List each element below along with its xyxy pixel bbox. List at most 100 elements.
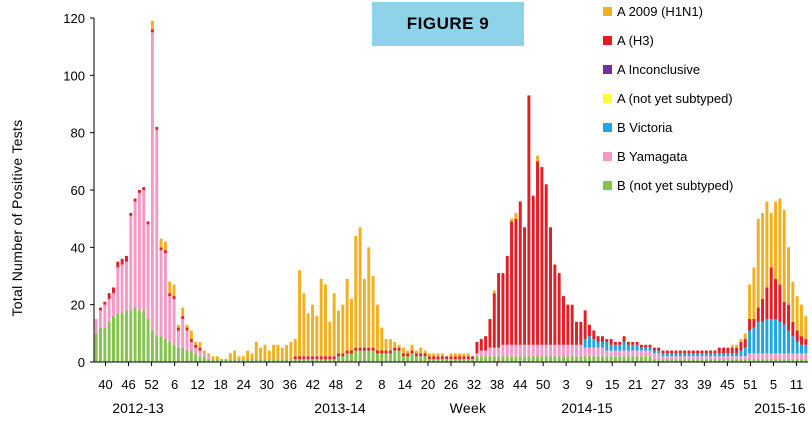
week-bar (436, 353, 440, 362)
week-bar (289, 341, 293, 362)
bar-segment-b-yamagata (687, 356, 691, 360)
week-bar (440, 353, 444, 362)
week-bar (549, 227, 552, 362)
bar-segment-b-yamagata (492, 347, 496, 357)
bar-segment-b-yamagata (562, 344, 565, 357)
bar-segment-b-yamagata (501, 344, 505, 357)
week-bar (285, 344, 289, 362)
bar-segment-b-yamagata (683, 356, 687, 360)
x-tick-label: 20 (421, 377, 435, 392)
bar-segment-a-h3 (350, 350, 353, 354)
bar-segment-a-h3 (652, 347, 656, 351)
x-tick-label: 9 (586, 377, 593, 392)
figure-label: FIGURE 9 (406, 14, 490, 33)
week-bar (553, 264, 557, 362)
bar-segment-a-h3 (194, 344, 198, 348)
bar-segment-b-not-yet-subtyped (302, 359, 306, 362)
bar-segment-b-not-yet-subtyped (103, 327, 107, 362)
bar-segment-a-2009-h1n1 (536, 155, 540, 162)
bar-segment-b-yamagata (484, 350, 488, 357)
week-bar (362, 278, 366, 362)
bar-segment-b-not-yet-subtyped (453, 359, 457, 362)
bar-segment-b-not-yet-subtyped (332, 359, 336, 362)
bar-segment-b-not-yet-subtyped (241, 359, 245, 362)
bar-segment-a-2009-h1n1 (168, 281, 172, 294)
bar-segment-b-victoria (609, 344, 613, 351)
bar-segment-a-h3 (523, 227, 527, 345)
bar-segment-b-not-yet-subtyped (345, 353, 349, 362)
bar-segment-b-yamagata (691, 356, 695, 360)
week-bar (224, 359, 228, 362)
bar-segment-a-2009-h1n1 (172, 284, 176, 297)
bar-segment-b-not-yet-subtyped (787, 359, 790, 362)
bar-segment-b-yamagata (510, 344, 514, 357)
bar-segment-b-not-yet-subtyped (215, 359, 219, 362)
bar-segment-a-h3 (440, 356, 444, 360)
bar-segment-a-h3 (185, 327, 189, 331)
bar-segment-a-h3 (791, 321, 795, 337)
bar-segment-a-2009-h1n1 (791, 281, 795, 322)
bar-segment-b-victoria (657, 350, 661, 354)
x-tick-label: 2 (355, 377, 362, 392)
bar-segment-a-h3 (116, 261, 120, 268)
bar-segment-b-yamagata (613, 350, 617, 357)
week-bar (791, 281, 795, 362)
week-bar (566, 304, 570, 362)
bar-segment-b-not-yet-subtyped (189, 350, 193, 362)
bar-segment-a-h3 (657, 347, 661, 351)
week-bar (233, 350, 237, 362)
bar-segment-a-h3 (371, 347, 375, 351)
week-bar (631, 341, 635, 362)
bar-segment-b-not-yet-subtyped (246, 359, 250, 362)
bar-segment-b-victoria (596, 341, 600, 348)
bar-segment-b-not-yet-subtyped (613, 356, 617, 362)
bar-segment-b-not-yet-subtyped (804, 359, 808, 362)
bar-segment-a-2009-h1n1 (765, 201, 769, 288)
week-bar (155, 126, 159, 362)
week-bar (782, 210, 786, 362)
week-bar (293, 339, 297, 362)
bar-segment-b-not-yet-subtyped (237, 359, 241, 362)
week-bar (345, 278, 349, 362)
bar-segment-b-not-yet-subtyped (337, 356, 340, 362)
bar-segment-b-not-yet-subtyped (159, 336, 163, 362)
week-bar (518, 201, 522, 362)
bar-segment-a-2009-h1n1 (739, 339, 743, 342)
bar-segment-a-h3 (795, 330, 799, 342)
bar-segment-b-not-yet-subtyped (657, 359, 661, 362)
week-bar (107, 293, 111, 362)
bar-segment-a-h3 (388, 350, 392, 354)
bar-segment-b-not-yet-subtyped (233, 359, 237, 362)
week-bar (112, 287, 115, 362)
week-bar (774, 201, 778, 362)
bar-segment-a-h3 (306, 356, 310, 360)
week-bar (596, 336, 600, 362)
bar-segment-b-victoria (735, 353, 739, 357)
bar-segment-b-not-yet-subtyped (259, 359, 263, 362)
week-bar (730, 344, 734, 362)
season-label: 2012-13 (112, 400, 164, 416)
bar-segment-a-h3 (575, 321, 578, 345)
bar-segment-b-victoria (722, 353, 726, 357)
bar-segment-b-not-yet-subtyped (696, 359, 700, 362)
bar-segment-b-yamagata (739, 356, 743, 360)
week-bar (124, 255, 128, 362)
bar-segment-b-victoria (631, 344, 635, 351)
bar-segment-b-not-yet-subtyped (748, 359, 752, 362)
bar-segment-b-yamagata (155, 129, 159, 337)
bar-segment-b-victoria (743, 347, 747, 357)
bar-segment-a-h3 (782, 301, 786, 325)
bar-segment-b-not-yet-subtyped (713, 359, 717, 362)
bar-segment-a-h3 (670, 350, 674, 354)
bar-segment-b-yamagata (735, 356, 739, 360)
season-label: 2015-16 (754, 400, 806, 416)
bar-segment-b-victoria (644, 347, 648, 351)
bar-segment-a-2009-h1n1 (241, 356, 245, 360)
bar-segment-b-not-yet-subtyped (120, 313, 124, 362)
bar-segment-b-victoria (583, 339, 587, 348)
bar-segment-b-yamagata (475, 353, 479, 357)
bar-segment-a-2009-h1n1 (341, 304, 345, 354)
week-bar (181, 307, 185, 362)
bar-segment-a-h3 (427, 356, 431, 360)
bar-segment-b-victoria (756, 321, 760, 354)
